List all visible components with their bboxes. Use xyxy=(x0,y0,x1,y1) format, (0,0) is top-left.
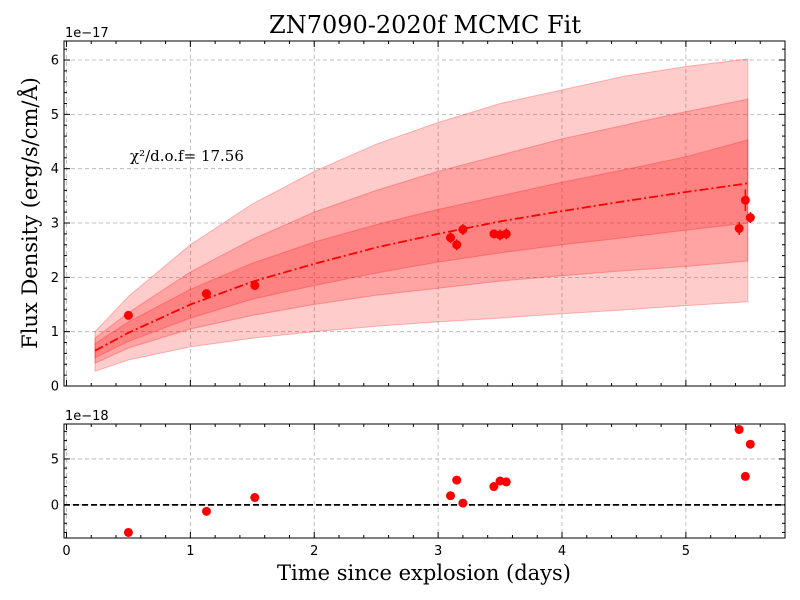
model-curve xyxy=(94,182,748,352)
y-tick-label: 6 xyxy=(51,54,59,69)
y-tick-label: 1 xyxy=(51,325,59,340)
residual-point xyxy=(250,493,260,503)
residual-point xyxy=(745,439,755,449)
data-point xyxy=(458,225,468,235)
confidence-band-2 xyxy=(94,98,749,364)
residual-point xyxy=(452,475,462,485)
residual-point xyxy=(501,477,511,487)
residual-point xyxy=(458,498,468,508)
x-tick-label: 3 xyxy=(434,544,442,559)
residual-offset-text: 1e−18 xyxy=(65,409,109,424)
y-tick-label: 0 xyxy=(51,380,59,395)
residual-point xyxy=(201,506,211,516)
residual-grid xyxy=(64,424,785,538)
x-tick-label: 2 xyxy=(310,544,318,559)
data-point xyxy=(745,213,755,223)
data-points xyxy=(123,189,755,320)
chi2-annotation: χ²/d.o.f= 17.56 xyxy=(130,147,244,165)
data-point xyxy=(740,195,750,205)
x-tick-label: 1 xyxy=(186,544,194,559)
x-tick-label: 0 xyxy=(62,544,70,559)
y-axis-label: Flux Density (erg/s/cm/Å) xyxy=(17,77,42,349)
data-point xyxy=(734,223,744,233)
main-offset-text: 1e−17 xyxy=(65,26,109,41)
residual-point xyxy=(123,527,133,537)
data-point xyxy=(250,280,260,290)
y-tick-label: 0 xyxy=(51,498,59,513)
data-point xyxy=(446,233,456,243)
confidence-band-1 xyxy=(94,58,749,372)
data-point xyxy=(501,229,511,239)
residual-point xyxy=(489,482,499,492)
data-point xyxy=(201,289,211,299)
confidence-bands xyxy=(94,58,749,372)
x-tick-label: 4 xyxy=(558,544,566,559)
y-tick-label: 4 xyxy=(51,162,59,177)
residual-point xyxy=(740,471,750,481)
chart-title: ZN7090-2020f MCMC Fit xyxy=(269,11,581,39)
x-axis-label: Time since explosion (days) xyxy=(277,561,571,585)
y-tick-label: 2 xyxy=(51,271,59,286)
confidence-band-3 xyxy=(94,139,749,359)
residual-panel: 0 1 2 3 4 5 0 5 1e−18 xyxy=(51,409,786,559)
x-tick-label: 5 xyxy=(682,544,690,559)
residual-axis-ticks: 0 1 2 3 4 5 0 5 xyxy=(51,424,786,559)
y-tick-label: 5 xyxy=(51,452,59,467)
y-tick-label: 3 xyxy=(51,217,59,232)
data-point xyxy=(123,310,133,320)
main-frame xyxy=(63,40,786,387)
main-axis-ticks: 0 1 2 3 4 5 6 xyxy=(51,41,786,395)
y-tick-label: 5 xyxy=(51,108,59,123)
residual-point xyxy=(446,491,456,501)
residual-points xyxy=(123,425,755,537)
residual-frame xyxy=(63,423,786,539)
main-panel: 0 1 2 3 4 5 6 1e−17 χ²/d.o.f= 17.56 xyxy=(51,26,786,395)
residual-point xyxy=(734,425,744,435)
data-point xyxy=(452,240,462,250)
